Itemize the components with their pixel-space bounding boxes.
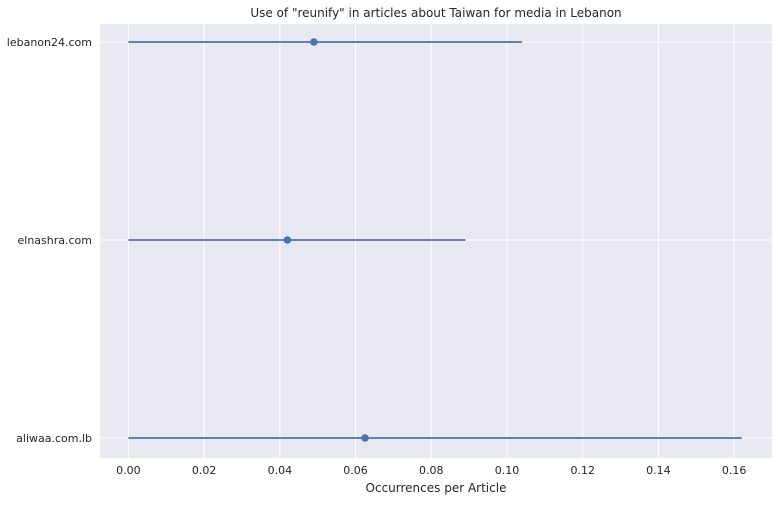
y-tick-label: aliwaa.com.lb bbox=[16, 432, 92, 445]
y-tick-label: elnashra.com bbox=[18, 234, 93, 247]
chart-title: Use of "reunify" in articles about Taiwa… bbox=[250, 6, 621, 20]
data-point bbox=[310, 38, 318, 46]
x-tick-labels: 0.00 0.02 0.04 0.06 0.08 0.10 0.12 0.14 0.16 bbox=[116, 464, 746, 477]
x-tick-label: 0.02 bbox=[192, 464, 217, 477]
x-tick-label: 0.14 bbox=[646, 464, 671, 477]
series-layer bbox=[128, 38, 742, 442]
y-tick-labels: lebanon24.com elnashra.com aliwaa.com.lb bbox=[7, 36, 92, 445]
data-point bbox=[361, 434, 369, 442]
x-axis-label: Occurrences per Article bbox=[366, 481, 507, 495]
x-tick-label: 0.16 bbox=[722, 464, 747, 477]
plot-area bbox=[100, 24, 772, 458]
x-tick-label: 0.04 bbox=[268, 464, 293, 477]
x-tick-label: 0.06 bbox=[343, 464, 368, 477]
data-point bbox=[283, 236, 292, 244]
y-tick-label: lebanon24.com bbox=[7, 36, 92, 49]
x-tick-label: 0.12 bbox=[570, 464, 595, 477]
x-tick-label: 0.08 bbox=[419, 464, 444, 477]
x-tick-label: 0.00 bbox=[116, 464, 141, 477]
x-tick-label: 0.10 bbox=[495, 464, 520, 477]
